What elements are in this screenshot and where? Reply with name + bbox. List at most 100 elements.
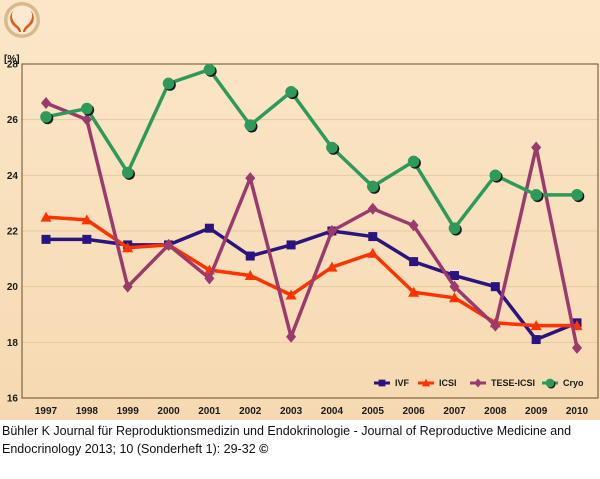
y-tick-label-22: 22 bbox=[7, 227, 19, 238]
legend-item-cryo: Cryo bbox=[542, 378, 584, 389]
point-ivf-2006 bbox=[409, 257, 419, 267]
y-tick-label-28: 28 bbox=[7, 60, 19, 71]
x-tick-label-1997: 1997 bbox=[35, 406, 58, 417]
point-cryo-2001 bbox=[203, 63, 216, 76]
point-ivf-1998 bbox=[82, 234, 92, 244]
caption-line-2: Endocrinology 2013; 10 (Sonderheft 1): 2… bbox=[2, 440, 598, 458]
point-icsi-2009 bbox=[530, 320, 542, 331]
point-icsi-2007 bbox=[448, 292, 460, 303]
series-line-cryo bbox=[45, 67, 577, 230]
x-tick-label-2004: 2004 bbox=[321, 406, 344, 417]
chart-container: [%] 16 18 20 22 24 26 28 1997 1998 1999 2000 2001 20… bbox=[0, 0, 600, 420]
x-tick-label-2005: 2005 bbox=[362, 406, 385, 417]
axis-layer: 16 18 20 22 24 26 28 1997 1998 1999 2000 2001 2002 20… bbox=[7, 60, 589, 418]
point-tese-icsi-2004 bbox=[326, 225, 337, 237]
point-cryo-2003 bbox=[285, 86, 297, 98]
legend-marker-cryo bbox=[545, 378, 555, 388]
series-tese-icsi bbox=[41, 96, 582, 354]
legend-label-ivf: IVF bbox=[395, 378, 410, 388]
legend-marker-tese-icsi bbox=[474, 378, 482, 388]
point-tese-icsi-1998 bbox=[81, 113, 92, 126]
point-cryo-2010 bbox=[571, 189, 583, 201]
point-tese-icsi-2006 bbox=[408, 219, 419, 232]
series-layer bbox=[40, 63, 585, 354]
point-cryo-2000 bbox=[162, 77, 175, 90]
y-tick-label-16: 16 bbox=[7, 394, 19, 405]
x-tick-label-1999: 1999 bbox=[117, 406, 140, 417]
legend-label-tese-icsi: TESE-ICSI bbox=[491, 378, 535, 388]
x-tick-label-2008: 2008 bbox=[484, 406, 507, 417]
point-tese-icsi-2003 bbox=[286, 330, 297, 343]
legend-item-icsi: ICSI bbox=[418, 378, 457, 388]
point-tese-icsi-2008 bbox=[490, 319, 501, 332]
point-tese-icsi-2010 bbox=[572, 341, 582, 354]
chart-background bbox=[0, 0, 600, 420]
point-tese-icsi-2007 bbox=[449, 280, 460, 293]
point-ivf-2005 bbox=[368, 232, 378, 242]
caption-line-1: Bühler K Journal für Reproduktionsmedizi… bbox=[2, 424, 572, 438]
point-tese-icsi-2005 bbox=[367, 202, 378, 215]
point-cryo-2004 bbox=[326, 141, 338, 154]
y-tick-label-20: 20 bbox=[7, 282, 19, 293]
point-ivf-2007 bbox=[449, 271, 459, 281]
series-line-tese-icsi bbox=[45, 101, 579, 349]
point-cryo-2005 bbox=[366, 180, 379, 193]
x-tick-label-2003: 2003 bbox=[280, 406, 303, 417]
x-tick-label-2000: 2000 bbox=[157, 406, 180, 417]
point-icsi-2005 bbox=[367, 247, 379, 258]
point-cryo-1998 bbox=[81, 102, 93, 115]
x-tick-label-1998: 1998 bbox=[76, 406, 99, 417]
point-tese-icsi-2002 bbox=[245, 172, 256, 185]
x-tick-label-2006: 2006 bbox=[402, 406, 425, 417]
x-tick-label-2009: 2009 bbox=[525, 406, 548, 417]
legend-item-tese-icsi: TESE-ICSI bbox=[470, 378, 535, 388]
point-icsi-2004 bbox=[326, 261, 338, 272]
point-ivf-1997 bbox=[41, 234, 51, 244]
point-cryo-1999 bbox=[121, 166, 134, 179]
y-tick-label-26: 26 bbox=[7, 115, 19, 126]
point-icsi-2002 bbox=[244, 270, 256, 281]
legend-item-ivf: IVF bbox=[374, 378, 410, 388]
x-tick-label-2001: 2001 bbox=[198, 406, 221, 417]
legend-label-cryo: Cryo bbox=[563, 378, 584, 388]
point-tese-icsi-1999 bbox=[122, 280, 133, 293]
plot-frame bbox=[21, 63, 599, 399]
series-line-ivf bbox=[46, 226, 578, 342]
caption-line-2-text: Endocrinology 2013; 10 (Sonderheft 1): 2… bbox=[2, 442, 260, 456]
line-chart: [%] 16 18 20 22 24 26 28 1997 1998 1999 2000 2001 20… bbox=[0, 0, 600, 420]
point-tese-icsi-2009 bbox=[531, 141, 542, 154]
point-icsi-1999 bbox=[122, 242, 134, 253]
point-cryo-1997 bbox=[40, 111, 52, 123]
point-icsi-2003 bbox=[285, 289, 297, 300]
series-cryo bbox=[40, 63, 585, 236]
journal-logo bbox=[4, 2, 40, 38]
y-axis-label: [%] bbox=[4, 54, 20, 65]
x-tick-label-2007: 2007 bbox=[443, 406, 466, 417]
point-cryo-2007 bbox=[448, 222, 461, 235]
point-ivf-2008 bbox=[490, 282, 500, 292]
citation-caption: Bühler K Journal für Reproduktionsmedizi… bbox=[2, 422, 598, 458]
point-ivf-2002 bbox=[245, 251, 255, 261]
legend-label-icsi: ICSI bbox=[439, 378, 457, 388]
copyright-symbol: © bbox=[259, 442, 269, 456]
y-tick-label-18: 18 bbox=[7, 338, 19, 349]
point-cryo-2008 bbox=[489, 169, 502, 182]
x-tick-label-2010: 2010 bbox=[566, 406, 589, 417]
point-ivf-2009 bbox=[531, 335, 541, 345]
point-icsi-2006 bbox=[408, 286, 420, 297]
point-tese-icsi-2001 bbox=[204, 272, 215, 285]
point-cryo-2009 bbox=[530, 189, 542, 201]
point-tese-icsi-1997 bbox=[41, 96, 51, 109]
legend-marker-ivf bbox=[378, 379, 386, 387]
point-icsi-1998 bbox=[81, 214, 93, 225]
point-tese-icsi-2000 bbox=[163, 238, 174, 251]
point-ivf-2001 bbox=[204, 223, 214, 233]
point-ivf-2003 bbox=[286, 240, 296, 250]
point-icsi-1997 bbox=[40, 211, 52, 222]
point-cryo-2006 bbox=[407, 155, 420, 168]
x-tick-label-2002: 2002 bbox=[239, 406, 262, 417]
point-cryo-2002 bbox=[244, 119, 257, 132]
y-tick-label-24: 24 bbox=[7, 171, 19, 182]
legend-marker-icsi bbox=[421, 378, 431, 387]
legend: IVF ICSI TESE-ICSI Cryo bbox=[374, 378, 584, 389]
